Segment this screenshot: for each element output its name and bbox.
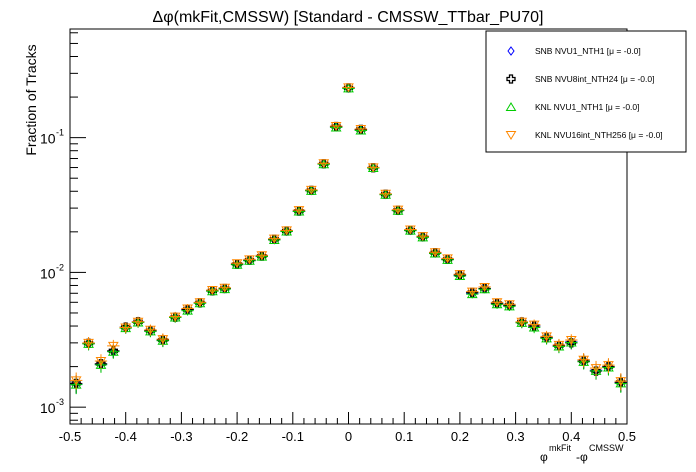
- data-point: [107, 341, 119, 351]
- x-axis-label-sup2: CMSSW: [589, 443, 624, 453]
- x-tick-label: 0: [345, 429, 352, 444]
- data-point: [565, 336, 577, 345]
- data-point: [145, 325, 156, 335]
- data-point: [330, 122, 342, 131]
- data-point: [70, 376, 82, 386]
- y-tick-labels: 10-310-210-1: [40, 128, 64, 417]
- data-point: [95, 357, 107, 366]
- data-point: [256, 251, 268, 261]
- legend: SNB NVU1_NTH1 [μ = -0.0] SNB NVU8int_NTH2…: [485, 30, 687, 153]
- data-point: [491, 299, 503, 309]
- data-point: [281, 226, 293, 236]
- data-point: [491, 298, 503, 308]
- data-point: [231, 259, 243, 269]
- data-point: [83, 338, 94, 348]
- data-point: [343, 83, 354, 93]
- axis-ticks: [69, 32, 628, 424]
- x-tick-label: 0.3: [507, 429, 525, 444]
- legend-marker-diamond: [507, 46, 515, 56]
- data-point: [528, 322, 540, 332]
- y-tick-label-exp: -1: [56, 128, 64, 138]
- data-point: [466, 287, 478, 297]
- data-point: [528, 320, 540, 330]
- data-point: [157, 335, 169, 345]
- data-point: [318, 159, 330, 169]
- series-3: [70, 83, 627, 391]
- data-point: [380, 189, 392, 199]
- data-point: [231, 259, 243, 269]
- data-point: [182, 304, 193, 314]
- data-point: [442, 254, 453, 264]
- data-point: [504, 301, 515, 311]
- y-tick-label-base: 10: [40, 400, 56, 416]
- data-point: [268, 234, 280, 244]
- data-point: [356, 124, 366, 135]
- legend-marker-triangle-up: [505, 102, 517, 111]
- x-tick-label: -0.1: [282, 429, 304, 444]
- data-points: [70, 83, 627, 395]
- data-point: [355, 125, 367, 135]
- legend-marker-cross: [506, 74, 516, 84]
- y-tick-label-base: 10: [40, 131, 56, 147]
- x-tick-label: -0.5: [59, 429, 81, 444]
- legend-label: KNL NVU1_NTH1 [μ = -0.0]: [535, 102, 640, 112]
- data-point: [194, 298, 206, 308]
- data-point: [169, 312, 181, 322]
- data-point: [404, 225, 416, 235]
- data-point: [120, 323, 132, 333]
- x-tick-label: -0.3: [170, 429, 192, 444]
- legend-label: SNB NVU8int_NTH24 [μ = -0.0]: [535, 74, 654, 84]
- data-point: [182, 305, 193, 315]
- x-axis-label-phi: φ: [540, 450, 548, 464]
- x-tick-label: -0.4: [114, 429, 136, 444]
- legend-box: [485, 30, 687, 153]
- data-point: [578, 355, 590, 365]
- x-tick-label: 0.5: [618, 429, 636, 444]
- data-point: [392, 205, 404, 215]
- data-point: [293, 206, 305, 216]
- data-point: [454, 271, 466, 281]
- data-point: [206, 286, 218, 295]
- data-point: [455, 270, 465, 280]
- data-point: [417, 232, 429, 242]
- data-point: [553, 340, 565, 350]
- y-axis-label: Fraction of Tracks: [23, 44, 39, 155]
- y-tick-label-base: 10: [40, 265, 56, 281]
- x-tick-label: 0.4: [562, 429, 580, 444]
- data-point: [429, 248, 441, 258]
- y-tick-label-exp: -2: [56, 262, 64, 272]
- data-point: [479, 282, 491, 292]
- x-tick-label: 0.1: [395, 429, 413, 444]
- x-axis-label-mid: -φ: [576, 450, 588, 464]
- legend-label: KNL NVU16int_NTH256 [μ = -0.0]: [535, 130, 663, 140]
- data-point: [244, 255, 255, 265]
- data-point: [516, 317, 528, 327]
- y-tick-label-exp: -3: [56, 397, 64, 407]
- data-point: [541, 332, 552, 342]
- data-point: [219, 283, 231, 293]
- chart-title: Δφ(mkFit,CMSSW) [Standard - CMSSW_TTbar_…: [153, 9, 544, 26]
- x-tick-label: 0.2: [451, 429, 469, 444]
- data-point: [132, 317, 144, 327]
- data-point: [107, 346, 119, 356]
- data-point: [504, 300, 515, 310]
- legend-label: SNB NVU1_NTH1 [μ = -0.0]: [535, 46, 641, 56]
- data-point: [479, 284, 491, 294]
- data-point: [590, 364, 602, 374]
- x-axis-label-sup1: mkFit: [549, 443, 571, 453]
- data-point: [367, 163, 379, 173]
- data-point: [454, 270, 466, 280]
- data-point: [466, 289, 478, 299]
- x-tick-labels: -0.5 -0.4 -0.3 -0.2 -0.1 0 0.1 0.2 0.3 0.4 0.5: [59, 429, 636, 444]
- data-point: [467, 287, 477, 298]
- legend-marker-triangle-down: [505, 131, 517, 140]
- data-point: [305, 185, 317, 195]
- data-point: [603, 361, 614, 371]
- x-axis-label: φ mkFit -φ CMSSW: [540, 443, 624, 464]
- x-tick-label: -0.2: [226, 429, 248, 444]
- data-point: [355, 124, 367, 134]
- data-point: [615, 377, 627, 387]
